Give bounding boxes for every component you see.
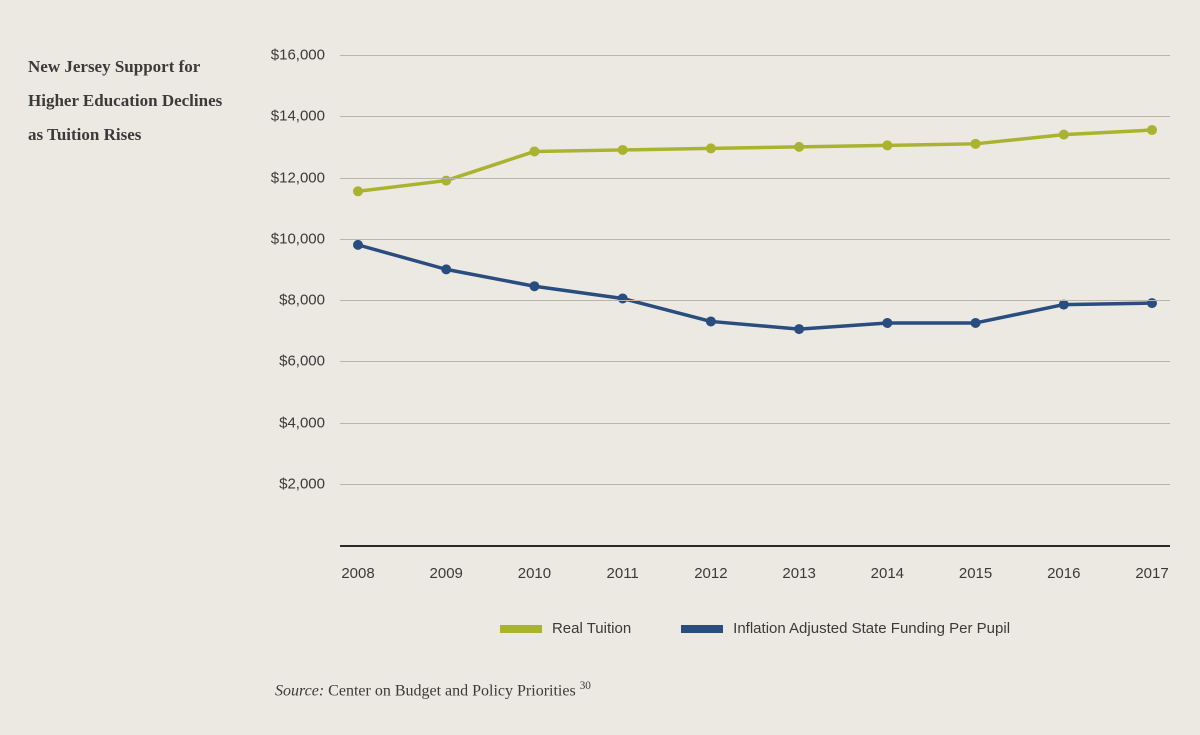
x-tick-label: 2016 bbox=[1047, 565, 1080, 582]
data-point bbox=[706, 316, 716, 326]
legend: Real Tuition Inflation Adjusted State Fun… bbox=[340, 620, 1170, 637]
data-point bbox=[1059, 130, 1069, 140]
gridline bbox=[340, 178, 1170, 179]
data-point bbox=[529, 146, 539, 156]
y-tick-label: $14,000 bbox=[271, 108, 325, 125]
data-point bbox=[1147, 125, 1157, 135]
y-tick-label: $2,000 bbox=[279, 475, 325, 492]
y-tick-label: $12,000 bbox=[271, 169, 325, 186]
legend-item: Real Tuition bbox=[500, 620, 631, 637]
data-point bbox=[794, 142, 804, 152]
plot-region bbox=[340, 55, 1170, 545]
gridline bbox=[340, 361, 1170, 362]
source-line: Source: Center on Budget and Policy Prio… bbox=[275, 680, 591, 700]
x-tick-label: 2009 bbox=[430, 565, 463, 582]
chart-area: $2,000$4,000$6,000$8,000$10,000$12,000$1… bbox=[340, 55, 1170, 545]
series-line bbox=[358, 245, 1152, 329]
gridline bbox=[340, 55, 1170, 56]
x-tick-label: 2012 bbox=[694, 565, 727, 582]
source-superscript: 30 bbox=[580, 680, 591, 692]
source-label: Source: bbox=[275, 682, 324, 699]
data-point bbox=[618, 293, 628, 303]
y-tick-label: $4,000 bbox=[279, 414, 325, 431]
x-tick-label: 2014 bbox=[871, 565, 904, 582]
y-tick-label: $16,000 bbox=[271, 47, 325, 64]
data-point bbox=[618, 145, 628, 155]
gridline bbox=[340, 423, 1170, 424]
series-line bbox=[358, 130, 1152, 191]
data-point bbox=[882, 140, 892, 150]
data-point bbox=[882, 318, 892, 328]
data-point bbox=[353, 240, 363, 250]
legend-item: Inflation Adjusted State Funding Per Pup… bbox=[681, 620, 1010, 637]
chart-container: New Jersey Support for Higher Education … bbox=[0, 0, 1200, 735]
y-tick-label: $8,000 bbox=[279, 292, 325, 309]
data-point bbox=[794, 324, 804, 334]
x-tick-label: 2013 bbox=[782, 565, 815, 582]
x-axis bbox=[340, 545, 1170, 547]
x-tick-label: 2015 bbox=[959, 565, 992, 582]
x-tick-label: 2010 bbox=[518, 565, 551, 582]
data-point bbox=[971, 318, 981, 328]
y-tick-label: $10,000 bbox=[271, 230, 325, 247]
gridline bbox=[340, 116, 1170, 117]
source-text: Center on Budget and Policy Priorities bbox=[328, 682, 576, 699]
chart-title: New Jersey Support for Higher Education … bbox=[28, 50, 228, 152]
data-point bbox=[706, 143, 716, 153]
data-point bbox=[1059, 300, 1069, 310]
data-point bbox=[529, 281, 539, 291]
legend-swatch bbox=[500, 625, 542, 633]
legend-label: Real Tuition bbox=[552, 620, 631, 637]
gridline bbox=[340, 484, 1170, 485]
data-point bbox=[441, 264, 451, 274]
gridline bbox=[340, 300, 1170, 301]
legend-swatch bbox=[681, 625, 723, 633]
legend-label: Inflation Adjusted State Funding Per Pup… bbox=[733, 620, 1010, 637]
gridline bbox=[340, 239, 1170, 240]
x-tick-label: 2017 bbox=[1135, 565, 1168, 582]
x-tick-label: 2008 bbox=[341, 565, 374, 582]
data-point bbox=[971, 139, 981, 149]
data-point bbox=[353, 186, 363, 196]
x-tick-label: 2011 bbox=[607, 565, 639, 582]
y-tick-label: $6,000 bbox=[279, 353, 325, 370]
